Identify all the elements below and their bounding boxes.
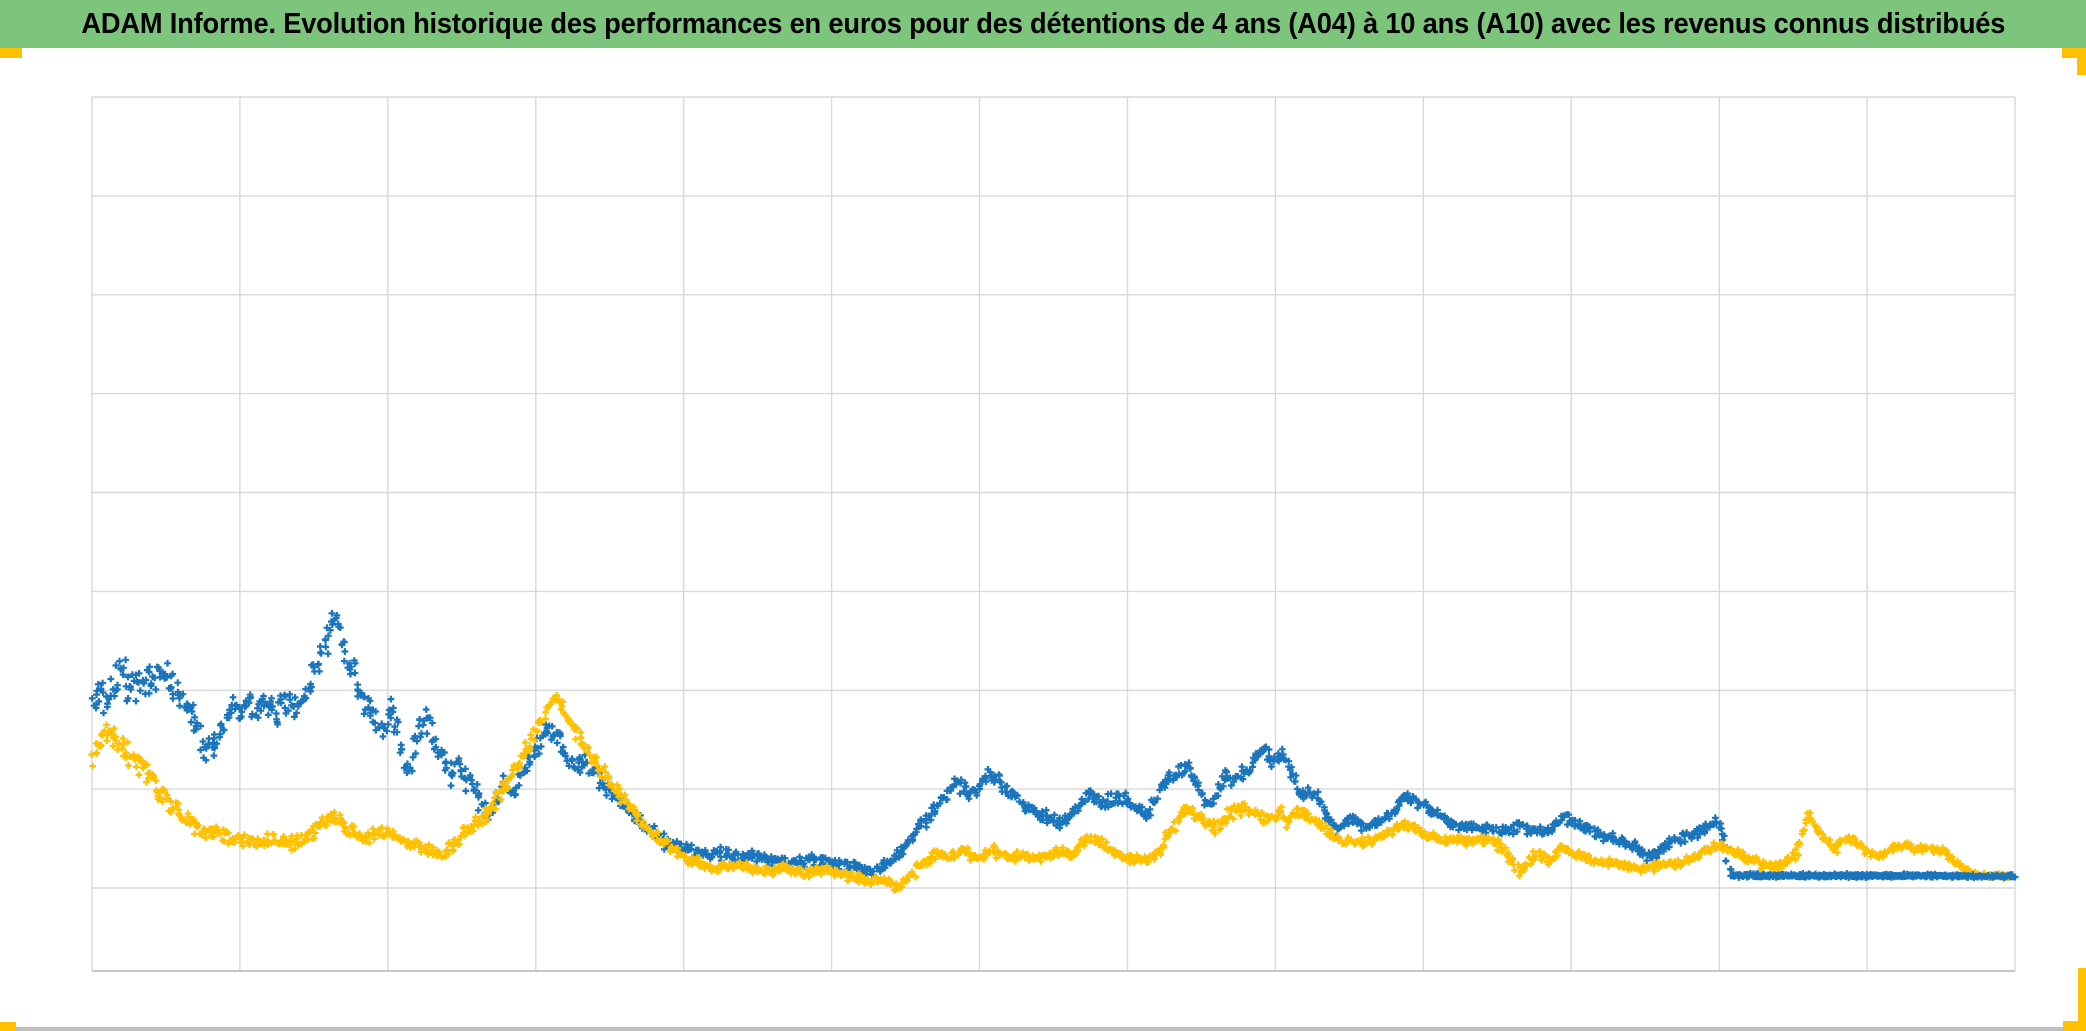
accent-tab-top-left [0, 48, 22, 58]
accent-corner-top-right-vertical [2077, 48, 2086, 75]
page-title: ADAM Informe. Evolution historique des p… [81, 8, 2005, 40]
accent-tab-bottom-left [0, 1022, 16, 1031]
accent-corner-bottom-right-vertical [2078, 968, 2086, 1031]
accent-corner-bottom-right-horizontal [2063, 1021, 2086, 1031]
footer-strip [0, 1027, 2086, 1031]
accent-corner-top-right-horizontal [2062, 48, 2086, 58]
header-bar: ADAM Informe. Evolution historique des p… [0, 0, 2086, 48]
